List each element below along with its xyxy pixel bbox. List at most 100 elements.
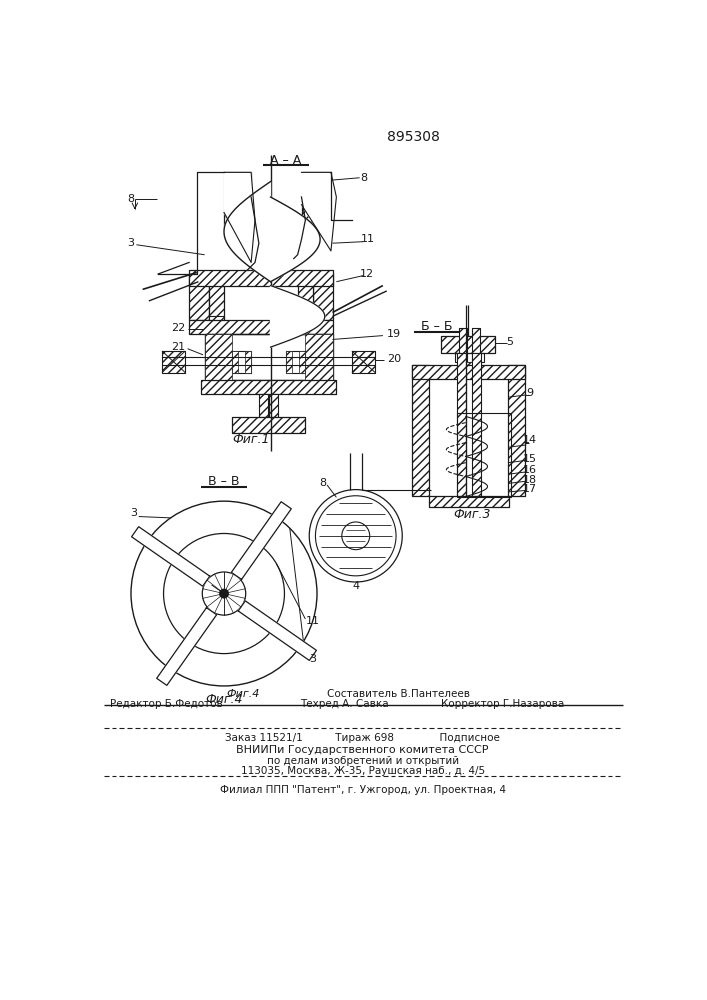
Polygon shape [238, 601, 317, 660]
Bar [189, 270, 332, 286]
Text: 895308: 895308 [387, 130, 440, 144]
Polygon shape [224, 172, 255, 262]
Bar [162, 351, 185, 373]
Text: 8: 8 [127, 194, 134, 204]
Bar [209, 316, 224, 326]
Bar [462, 362, 476, 366]
Bar [457, 353, 466, 496]
Bar [286, 351, 305, 373]
Bar [455, 353, 484, 362]
Text: 8: 8 [320, 478, 327, 488]
Bar [201, 380, 337, 394]
Bar [472, 328, 480, 363]
Bar [204, 334, 232, 380]
Circle shape [341, 522, 370, 550]
Bar [209, 316, 224, 326]
Bar [298, 282, 313, 320]
Text: 113035, Москва, Ж-35, Раушская наб., д. 4/5: 113035, Москва, Ж-35, Раушская наб., д. … [240, 766, 485, 776]
Text: Редактор Б.Федотов: Редактор Б.Федотов [110, 699, 222, 709]
Bar [459, 328, 467, 363]
Bar [459, 328, 467, 363]
Bar [209, 282, 224, 320]
Bar [189, 274, 209, 320]
Text: Составитель В.Пантелеев: Составитель В.Пантелеев [327, 689, 470, 699]
Bar [441, 336, 495, 353]
Bar [313, 274, 332, 320]
Bar [189, 320, 332, 334]
Text: Фиг.4: Фиг.4 [205, 693, 243, 706]
Bar [189, 320, 332, 334]
Polygon shape [132, 527, 210, 586]
Polygon shape [271, 286, 325, 347]
Text: 4: 4 [352, 581, 359, 591]
Bar [313, 274, 332, 320]
Bar [429, 496, 509, 507]
Bar [472, 353, 481, 496]
Text: 14: 14 [523, 435, 537, 445]
Bar [245, 351, 251, 373]
Bar [201, 380, 337, 394]
Text: по делам изобретений и открытий: по делам изобретений и открытий [267, 756, 459, 766]
Bar [352, 351, 375, 373]
Bar [412, 365, 525, 379]
Polygon shape [301, 172, 337, 251]
Bar [412, 365, 525, 379]
Bar [269, 394, 279, 417]
Text: 18: 18 [523, 475, 537, 485]
Text: 3: 3 [310, 654, 317, 664]
Polygon shape [157, 608, 216, 685]
Bar [298, 316, 313, 326]
Bar [232, 417, 305, 433]
Bar [352, 351, 375, 373]
Text: Техред А. Савка: Техред А. Савка [300, 699, 388, 709]
Bar [472, 328, 480, 363]
Text: Заказ 11521/1          Тираж 698              Подписное: Заказ 11521/1 Тираж 698 Подписное [226, 733, 500, 743]
Text: 19: 19 [387, 329, 401, 339]
Polygon shape [224, 182, 271, 282]
Bar [299, 351, 305, 373]
Bar [301, 172, 331, 226]
Text: 17: 17 [523, 484, 537, 494]
Bar [298, 282, 313, 320]
Bar [457, 413, 510, 497]
Bar [441, 336, 495, 353]
Circle shape [202, 572, 246, 615]
Text: Фиг.4: Фиг.4 [227, 689, 260, 699]
Text: Корректор Г.Назарова: Корректор Г.Назарова [441, 699, 565, 709]
Bar [508, 365, 525, 496]
Circle shape [315, 496, 396, 576]
Bar [162, 351, 185, 373]
Bar [204, 334, 332, 380]
Text: Фиг.1: Фиг.1 [233, 433, 270, 446]
Polygon shape [271, 197, 320, 282]
Bar [508, 365, 525, 496]
Text: 12: 12 [361, 269, 375, 279]
Bar [429, 496, 509, 507]
Bar [412, 365, 429, 496]
Text: Фиг.3: Фиг.3 [453, 508, 491, 521]
Bar [232, 417, 305, 433]
Text: 3: 3 [127, 238, 134, 248]
Bar [232, 351, 251, 373]
Text: 11: 11 [361, 234, 375, 244]
Text: 9: 9 [527, 388, 534, 398]
Text: 22: 22 [171, 323, 185, 333]
Bar [224, 172, 251, 226]
Polygon shape [231, 502, 291, 579]
Bar [259, 394, 268, 417]
Text: Филиал ППП "Патент", г. Ужгород, ул. Проектная, 4: Филиал ППП "Патент", г. Ужгород, ул. Про… [220, 785, 506, 795]
Text: Б – Б: Б – Б [421, 320, 453, 333]
Bar [472, 353, 481, 496]
Text: А – А: А – А [270, 154, 302, 167]
Text: 20: 20 [387, 354, 401, 364]
Bar [286, 351, 292, 373]
Bar [298, 316, 313, 326]
Bar [189, 274, 209, 320]
Bar [232, 351, 238, 373]
Text: ВНИИПи Государственного комитета СССР: ВНИИПи Государственного комитета СССР [236, 745, 489, 755]
Bar [189, 270, 332, 286]
Text: 11: 11 [306, 615, 320, 626]
Bar [269, 394, 279, 417]
Bar [305, 334, 332, 380]
Bar [224, 172, 251, 226]
